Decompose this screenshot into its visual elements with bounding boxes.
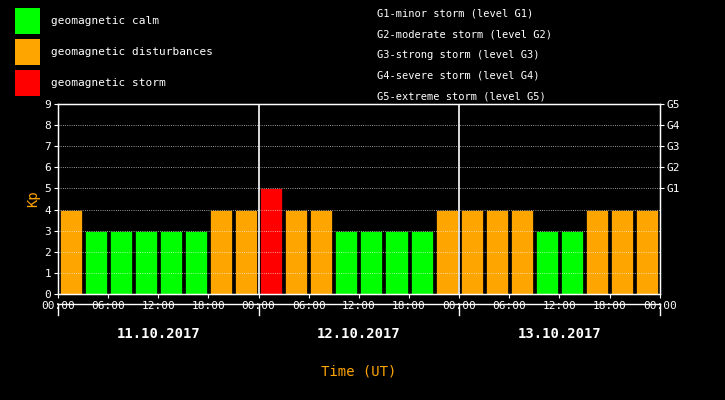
Bar xyxy=(160,231,182,294)
FancyBboxPatch shape xyxy=(14,70,40,96)
Text: 13.10.2017: 13.10.2017 xyxy=(518,328,601,342)
Text: G4-severe storm (level G4): G4-severe storm (level G4) xyxy=(377,71,539,81)
Y-axis label: Kp: Kp xyxy=(26,191,40,207)
Bar xyxy=(636,210,658,294)
FancyBboxPatch shape xyxy=(14,39,40,65)
Text: 11.10.2017: 11.10.2017 xyxy=(117,328,200,342)
Bar xyxy=(561,231,583,294)
Bar xyxy=(586,210,608,294)
Bar xyxy=(460,210,483,294)
FancyBboxPatch shape xyxy=(14,8,40,34)
Bar xyxy=(386,231,407,294)
Text: Time (UT): Time (UT) xyxy=(321,364,397,378)
Bar xyxy=(85,231,107,294)
Bar xyxy=(260,188,282,294)
Text: 12.10.2017: 12.10.2017 xyxy=(317,328,401,342)
Bar xyxy=(611,210,633,294)
Bar xyxy=(360,231,383,294)
Text: G3-strong storm (level G3): G3-strong storm (level G3) xyxy=(377,50,539,60)
Bar xyxy=(135,231,157,294)
Text: G5-extreme storm (level G5): G5-extreme storm (level G5) xyxy=(377,92,546,102)
Bar xyxy=(235,210,257,294)
Text: G1-minor storm (level G1): G1-minor storm (level G1) xyxy=(377,8,534,18)
Text: geomagnetic calm: geomagnetic calm xyxy=(51,16,159,26)
Bar xyxy=(536,231,558,294)
Bar xyxy=(436,210,457,294)
Bar xyxy=(185,231,207,294)
Bar xyxy=(210,210,232,294)
Bar xyxy=(410,231,433,294)
Bar xyxy=(310,210,332,294)
Bar xyxy=(59,210,82,294)
Bar xyxy=(285,210,307,294)
Bar xyxy=(335,231,357,294)
Bar xyxy=(486,210,508,294)
Bar xyxy=(511,210,533,294)
Text: geomagnetic storm: geomagnetic storm xyxy=(51,78,165,88)
Text: geomagnetic disturbances: geomagnetic disturbances xyxy=(51,47,212,57)
Bar xyxy=(109,231,132,294)
Text: G2-moderate storm (level G2): G2-moderate storm (level G2) xyxy=(377,29,552,39)
